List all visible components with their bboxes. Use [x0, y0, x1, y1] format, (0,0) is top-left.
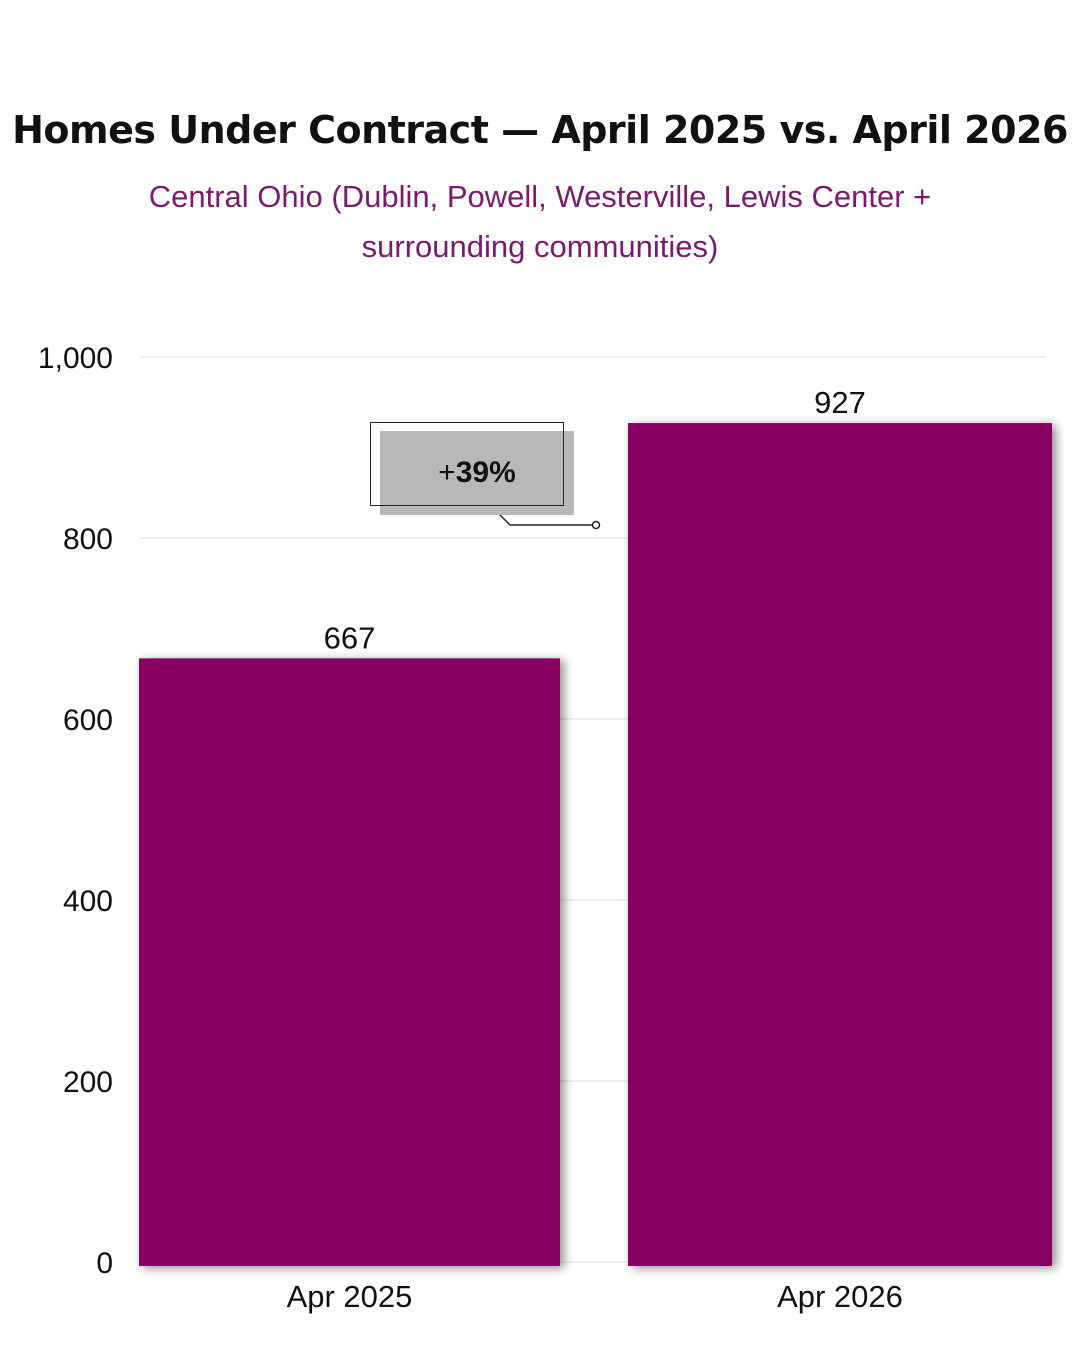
- x-category-label: Apr 2026: [777, 1279, 903, 1314]
- callout-value: 39%: [455, 456, 516, 489]
- chart-subtitle: Central Ohio (Dublin, Powell, Westervill…: [148, 179, 932, 264]
- y-axis-ticks: 0 200 400 600 800 1,000: [38, 342, 113, 1280]
- change-callout: +39%: [380, 431, 574, 515]
- x-axis-categories: Apr 2025 Apr 2026: [287, 1279, 903, 1314]
- callout-leader-dot: [591, 520, 601, 530]
- y-tick-label: 400: [63, 885, 113, 918]
- data-labels: 667 927: [324, 385, 866, 655]
- bar-value-label: 927: [814, 385, 866, 420]
- y-tick-label: 0: [96, 1247, 113, 1280]
- y-tick-label: 800: [63, 523, 113, 556]
- bar: [628, 423, 1052, 1266]
- y-tick-label: 200: [63, 1066, 113, 1099]
- x-category-label: Apr 2025: [287, 1279, 413, 1314]
- callout-box: [370, 422, 564, 506]
- chart-title: Homes Under Contract — April 2025 vs. Ap…: [12, 108, 1068, 152]
- bars: [139, 423, 1052, 1266]
- y-tick-label: 600: [63, 704, 113, 737]
- callout-sign: +: [438, 456, 456, 489]
- callout-box-shadow: [380, 431, 574, 515]
- bar: [139, 658, 560, 1266]
- bar-value-label: 667: [324, 620, 376, 655]
- y-tick-label: 1,000: [38, 342, 113, 375]
